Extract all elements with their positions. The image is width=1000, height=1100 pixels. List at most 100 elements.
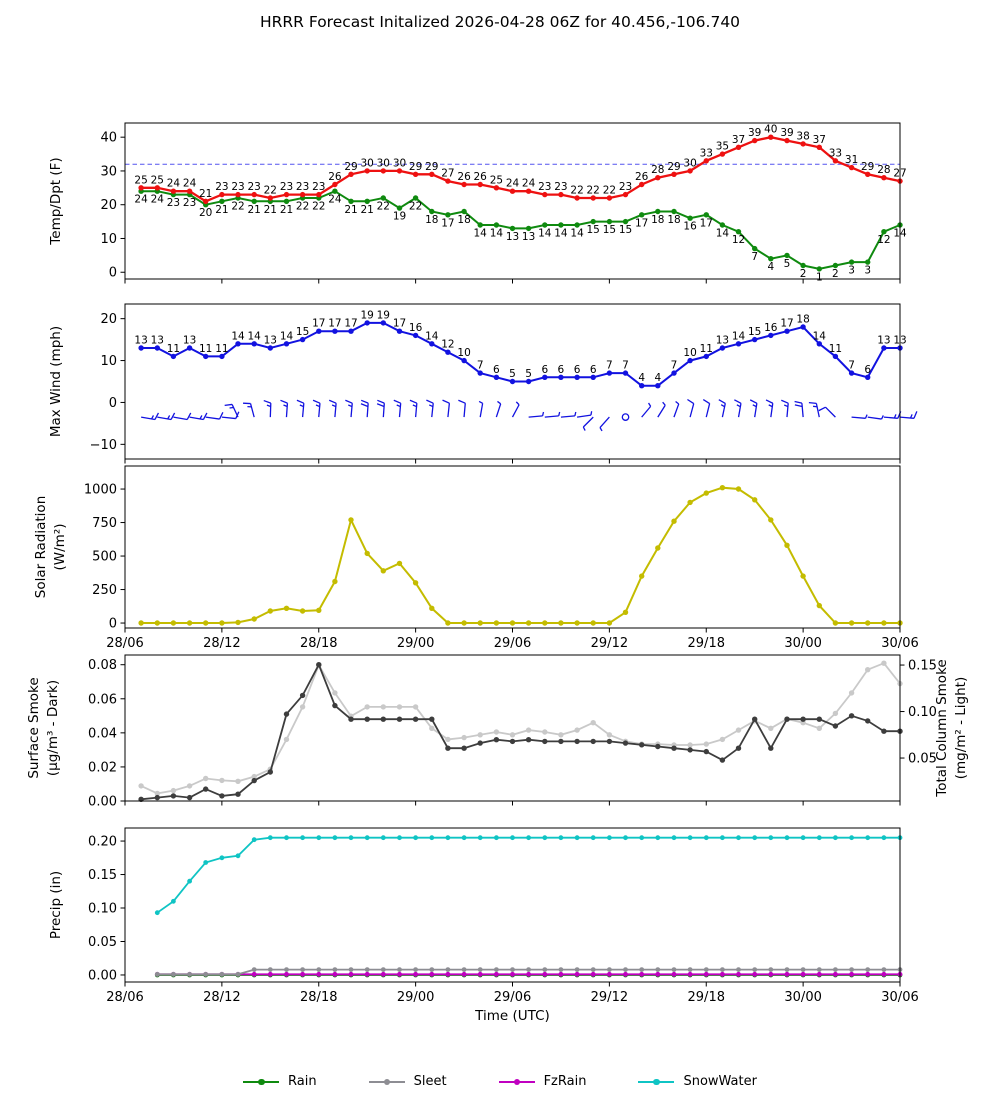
svg-text:23: 23 — [538, 181, 551, 193]
svg-text:29: 29 — [861, 161, 874, 173]
svg-text:6: 6 — [541, 364, 548, 376]
svg-text:29: 29 — [409, 161, 422, 173]
svg-text:23: 23 — [215, 181, 228, 193]
y-tick-label: −10 — [90, 438, 117, 453]
svg-text:26: 26 — [328, 171, 342, 183]
svg-text:15: 15 — [587, 224, 600, 236]
legend-label-snowwater: SnowWater — [683, 1074, 757, 1089]
svg-text:21: 21 — [264, 204, 277, 216]
x-tick-label: 28/12 — [203, 636, 240, 651]
svg-text:21: 21 — [199, 188, 212, 200]
y-tick-label: 1000 — [84, 483, 117, 498]
svg-text:13: 13 — [522, 231, 535, 243]
svg-text:18: 18 — [651, 214, 664, 226]
svg-text:37: 37 — [732, 134, 745, 146]
svg-text:24: 24 — [328, 194, 342, 206]
panel-precip: 0.00 0.05 0.10 0.15 0.20 28/06 28/12 28/18 29/00… — [48, 827, 919, 1024]
svg-text:24: 24 — [522, 178, 536, 190]
y-tick-label: 10 — [100, 354, 117, 369]
svg-text:4: 4 — [654, 372, 661, 384]
svg-text:30: 30 — [393, 157, 406, 169]
svg-text:28: 28 — [877, 164, 890, 176]
sleet-line-swatch — [368, 1078, 405, 1086]
svg-text:11: 11 — [829, 343, 842, 355]
svg-text:24: 24 — [151, 194, 165, 206]
svg-text:24: 24 — [183, 178, 197, 190]
svg-text:23: 23 — [554, 181, 567, 193]
svg-text:23: 23 — [312, 181, 325, 193]
svg-text:21: 21 — [344, 204, 357, 216]
svg-text:18: 18 — [667, 214, 680, 226]
svg-text:37: 37 — [813, 134, 826, 146]
svg-text:40: 40 — [764, 124, 777, 136]
y-tick-label: 10 — [100, 232, 117, 247]
x-tick-label: 28/06 — [106, 990, 143, 1005]
svg-text:11: 11 — [700, 343, 713, 355]
series-surface-smoke-markers — [138, 662, 903, 802]
x-tick-label: 29/06 — [494, 990, 531, 1005]
svg-text:7: 7 — [848, 360, 855, 372]
svg-text:28: 28 — [651, 164, 664, 176]
x-tick-label: 29/18 — [688, 990, 725, 1005]
svg-text:7: 7 — [622, 360, 629, 372]
svg-text:23: 23 — [296, 181, 309, 193]
legend-item-snowwater: SnowWater — [638, 1074, 757, 1089]
panel-smoke: 0.00 0.02 0.04 0.06 0.08 0.05 0.10 0.15 Surface … — [26, 654, 969, 810]
svg-text:13: 13 — [716, 335, 729, 347]
svg-text:6: 6 — [493, 364, 500, 376]
legend-item-sleet: Sleet — [368, 1074, 447, 1089]
y-tick-label: 750 — [92, 516, 117, 531]
svg-text:6: 6 — [590, 364, 597, 376]
series-temperature-line — [141, 136, 901, 203]
svg-text:14: 14 — [248, 330, 262, 342]
y-tick-label: 40 — [100, 131, 117, 146]
svg-text:39: 39 — [780, 127, 793, 139]
svg-text:14: 14 — [538, 228, 552, 240]
svg-text:2: 2 — [800, 268, 807, 280]
svg-text:18: 18 — [457, 214, 470, 226]
svg-text:24: 24 — [134, 194, 148, 206]
svg-text:39: 39 — [748, 127, 761, 139]
svg-text:14: 14 — [554, 228, 568, 240]
panel-frame — [124, 654, 901, 802]
svg-text:26: 26 — [635, 171, 649, 183]
svg-text:38: 38 — [796, 130, 809, 142]
svg-text:23: 23 — [231, 181, 244, 193]
ylabel-precip: Precip (in) — [48, 871, 64, 939]
svg-text:10: 10 — [683, 347, 696, 359]
svg-text:30: 30 — [377, 157, 390, 169]
ylabel-temp-dewpoint: Temp/Dpt (F) — [48, 157, 64, 245]
svg-text:14: 14 — [716, 228, 730, 240]
series-sleet-markers — [154, 967, 903, 977]
svg-text:7: 7 — [606, 360, 613, 372]
x-tick-label: 30/00 — [784, 636, 821, 651]
y-tick-label: 20 — [100, 312, 117, 327]
x-tick-label: 28/18 — [300, 990, 337, 1005]
svg-text:23: 23 — [280, 181, 293, 193]
svg-text:6: 6 — [558, 364, 565, 376]
svg-text:30: 30 — [683, 157, 696, 169]
svg-text:22: 22 — [377, 201, 390, 213]
svg-text:17: 17 — [700, 217, 713, 229]
svg-text:17: 17 — [780, 318, 793, 330]
x-tick-label: 30/00 — [784, 990, 821, 1005]
svg-text:33: 33 — [700, 147, 713, 159]
legend-item-fzrain: FzRain — [498, 1074, 586, 1089]
svg-text:26: 26 — [457, 171, 471, 183]
panel-frame — [124, 465, 901, 629]
rain-line-swatch — [243, 1078, 280, 1086]
svg-text:14: 14 — [570, 228, 584, 240]
series-temperature-markers — [138, 134, 903, 204]
svg-text:15: 15 — [748, 326, 761, 338]
svg-text:16: 16 — [409, 322, 423, 334]
svg-text:12: 12 — [877, 234, 890, 246]
svg-text:2: 2 — [832, 268, 839, 280]
svg-text:3: 3 — [864, 265, 871, 277]
svg-text:22: 22 — [312, 201, 325, 213]
svg-text:14: 14 — [425, 330, 439, 342]
svg-text:10: 10 — [457, 347, 470, 359]
svg-text:21: 21 — [215, 204, 228, 216]
